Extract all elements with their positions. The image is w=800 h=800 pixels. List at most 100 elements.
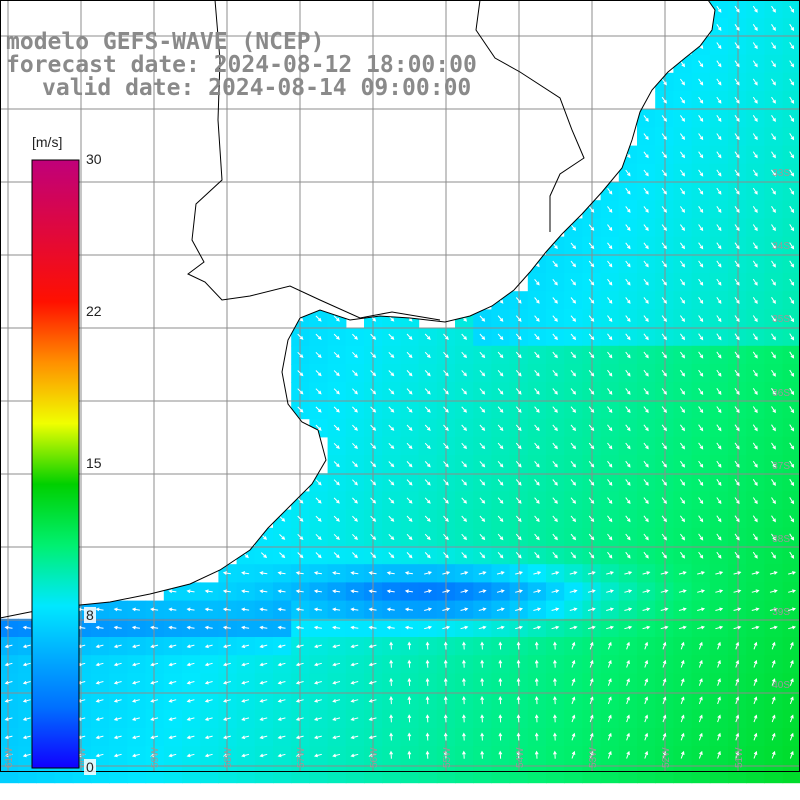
wind-arrow [570,351,577,359]
wind-arrow [295,662,304,667]
wind-arrow [479,533,486,541]
wind-arrow [587,607,596,612]
wind-arrow [624,607,633,612]
wind-arrow [716,515,722,523]
wind-arrow [570,315,577,322]
wind-arrow [534,442,540,450]
wind-arrow [4,753,13,758]
wind-arrow [589,678,594,686]
wind-arrow [607,533,613,541]
wind-arrow [698,460,704,468]
wind-arrow [771,151,776,159]
wind-arrow [625,515,631,523]
wind-arrow [587,625,596,630]
wind-arrow [789,406,795,414]
wind-arrow [424,406,431,413]
wind-cell [637,691,656,711]
wind-arrow [735,714,740,723]
wind-arrow [186,644,195,649]
wind-arrow [222,571,231,575]
wind-arrow [588,351,595,359]
wind-arrow [204,644,213,649]
wind-arrow [753,678,758,686]
wind-arrow [661,551,667,559]
wind-arrow [368,589,377,594]
lat-label: 33S [772,168,790,179]
wind-arrow [643,333,649,341]
wind-arrow [734,24,740,31]
wind-arrow [534,533,540,541]
wind-arrow [315,479,322,486]
wind-arrow [277,735,286,740]
wind-arrow [95,753,104,758]
wind-arrow [443,533,449,541]
wind-arrow [259,753,268,758]
wind-arrow [643,442,649,450]
wind-arrow [350,735,359,740]
wind-arrow [734,351,740,359]
wind-arrow [607,278,613,286]
wind-arrow [259,625,268,630]
wind-arrow [734,224,740,232]
wind-cell [600,728,620,747]
wind-cell [746,637,765,656]
wind-arrow [698,369,704,377]
wind-cell [455,764,474,784]
wind-arrow [277,571,286,575]
wind-arrow [661,242,667,250]
wind-arrow [607,315,613,323]
wind-arrow [789,678,794,686]
wind-arrow [168,607,177,612]
wind-cell [637,764,656,784]
wind-cell [709,764,729,784]
wind-arrow [698,750,703,759]
lat-label: 35S [772,314,790,325]
wind-arrow [625,278,631,286]
wind-cell [746,655,765,674]
wind-arrow [607,732,612,741]
wind-arrow [607,333,613,341]
wind-arrow [479,351,486,359]
wind-arrow [751,589,760,593]
wind-cell [273,764,292,784]
wind-arrow [734,515,740,523]
wind-arrow [789,78,795,86]
wind-arrow [333,497,340,504]
wind-arrow [570,515,577,523]
wind-arrow [716,388,722,395]
wind-arrow [789,333,795,341]
wind-arrow [734,60,740,68]
wind-arrow [588,533,595,541]
wind-arrow [752,424,758,432]
coastline-north [187,0,585,321]
wind-arrow [771,641,776,650]
wind-arrow [662,714,667,723]
wind-arrow [131,680,140,685]
wind-arrow [552,388,558,395]
wind-arrow [662,696,667,705]
wind-arrow [679,151,685,159]
wind-arrow [386,589,395,594]
wind-arrow [607,369,613,377]
wind-cell [764,764,784,784]
wind-arrow [661,187,667,195]
wind-cell [0,764,19,784]
wind-arrow [461,552,467,559]
wind-arrow [625,187,631,195]
wind-arrow [661,460,667,468]
wind-arrow [752,460,758,468]
wind-arrow [241,625,250,630]
wind-arrow [753,696,758,705]
wind-arrow [588,297,595,304]
wind-arrow [443,641,448,650]
wind-cell [728,637,747,656]
wind-arrow [734,133,740,141]
wind-arrow [534,369,540,377]
wind-arrow [680,714,685,723]
wind-arrow [698,424,704,432]
wind-arrow [625,242,631,250]
wind-arrow [295,589,304,594]
wind-arrow [443,677,448,686]
wind-arrow [552,406,558,413]
wind-arrow [424,533,431,541]
